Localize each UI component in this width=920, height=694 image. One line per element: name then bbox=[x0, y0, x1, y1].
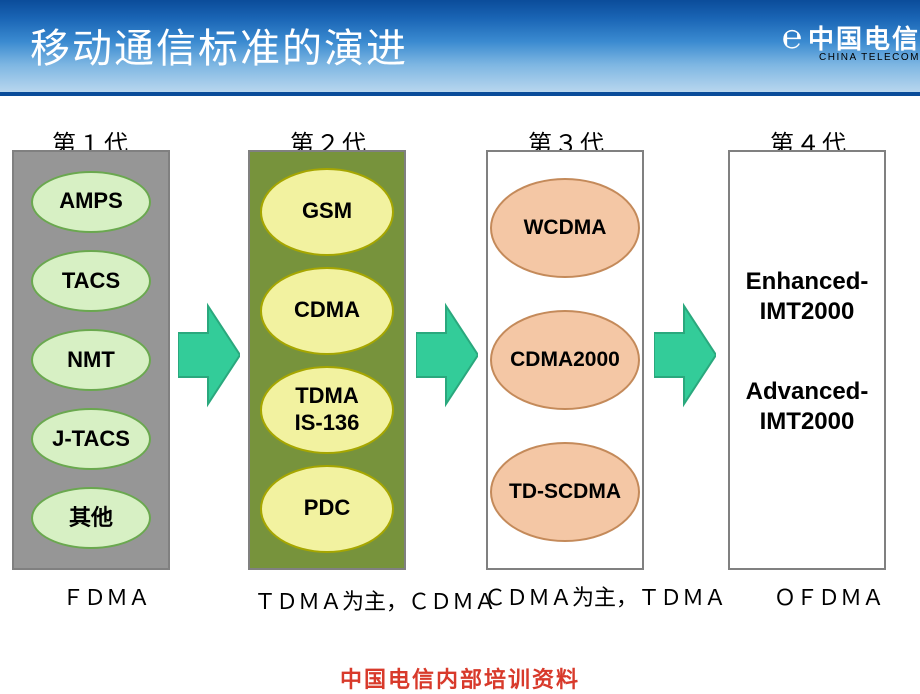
gen2-item-2: TDMA IS-136 bbox=[260, 366, 394, 454]
gen4-advanced-2: IMT2000 bbox=[730, 408, 884, 436]
gen1-item-1: TACS bbox=[31, 250, 151, 312]
gen1-item-3: J-TACS bbox=[31, 408, 151, 470]
gen3-item-2: TD-SCDMA bbox=[490, 442, 640, 542]
arrow-1 bbox=[178, 300, 240, 410]
gen2-bottom-label: ＴＤＭＡ为主，ＣＤＭＡ bbox=[254, 584, 496, 616]
gen3-item-0: WCDMA bbox=[490, 178, 640, 278]
gen3-item-1: CDMA2000 bbox=[490, 310, 640, 410]
gen1-item-2: NMT bbox=[31, 329, 151, 391]
footer-text: 中国电信内部培训资料 bbox=[0, 648, 920, 690]
header-divider bbox=[0, 92, 920, 96]
gen4-bottom-label: ＯＦＤＭＡ bbox=[774, 580, 884, 612]
gen3-panel: WCDMA CDMA2000 TD-SCDMA bbox=[486, 150, 644, 570]
header-banner: 移动通信标准的演进 ℮ 中国电信 CHINA TELECOM bbox=[0, 0, 920, 92]
gen2-item-0: GSM bbox=[260, 168, 394, 256]
gen1-item-4: 其他 bbox=[31, 487, 151, 549]
gen2-item-3: PDC bbox=[260, 465, 394, 553]
gen4-enhanced-2: IMT2000 bbox=[730, 298, 884, 326]
arrow-3 bbox=[654, 300, 716, 410]
logo-chinese: 中国电信 bbox=[808, 19, 920, 56]
gen3-bottom-label: ＣＤＭＡ为主，ＴＤＭＡ bbox=[484, 580, 726, 612]
gen1-item-0: AMPS bbox=[31, 171, 151, 233]
logo-english: CHINA TELECOM bbox=[819, 52, 920, 63]
gen4-panel: Enhanced- IMT2000 Advanced- IMT2000 bbox=[728, 150, 886, 570]
gen2-panel: GSM CDMA TDMA IS-136 PDC bbox=[248, 150, 406, 570]
gen4-enhanced-1: Enhanced- bbox=[730, 268, 884, 296]
logo-mark-icon: ℮ bbox=[782, 18, 802, 57]
gen4-advanced-1: Advanced- bbox=[730, 378, 884, 406]
page-title: 移动通信标准的演进 bbox=[30, 16, 408, 74]
gen1-bottom-label: ＦＤＭＡ bbox=[62, 580, 150, 612]
gen2-item-1: CDMA bbox=[260, 267, 394, 355]
gen1-panel: AMPS TACS NMT J-TACS 其他 bbox=[12, 150, 170, 570]
arrow-2 bbox=[416, 300, 478, 410]
